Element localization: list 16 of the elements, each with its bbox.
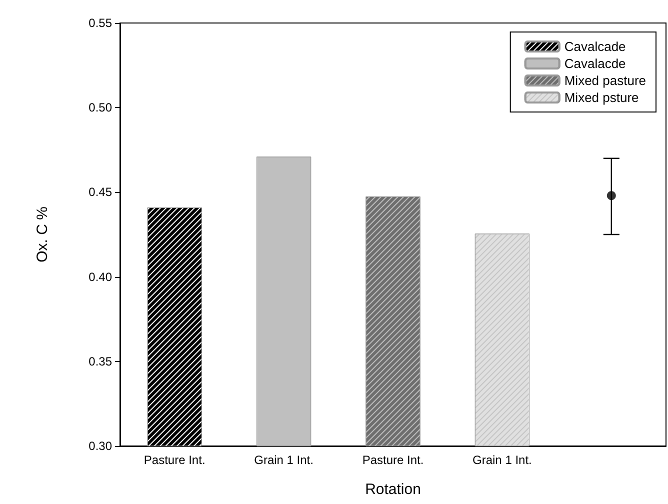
x-tick-label: Pasture Int. [362,453,424,467]
legend-label: Cavalacde [564,56,626,71]
y-tick-label: 0.45 [88,185,112,200]
y-tick-label: 0.55 [88,16,112,30]
y-tick-label: 0.30 [88,439,112,453]
y-axis-title: Ox. C % [34,206,51,262]
x-axis-title: Rotation [365,481,421,498]
x-tick-label: Grain 1 Int. [254,453,314,467]
y-tick-label: 0.40 [88,270,112,284]
legend-label: Mixed pasture [564,73,646,88]
y-tick-label: 0.35 [88,354,112,368]
legend-label: Mixed psture [564,90,639,105]
y-tick-label: 0.50 [88,100,112,115]
x-tick-label: Pasture Int. [144,453,206,467]
legend-label: Cavalcade [564,39,626,54]
x-tick-label: Grain 1 Int. [472,453,532,467]
